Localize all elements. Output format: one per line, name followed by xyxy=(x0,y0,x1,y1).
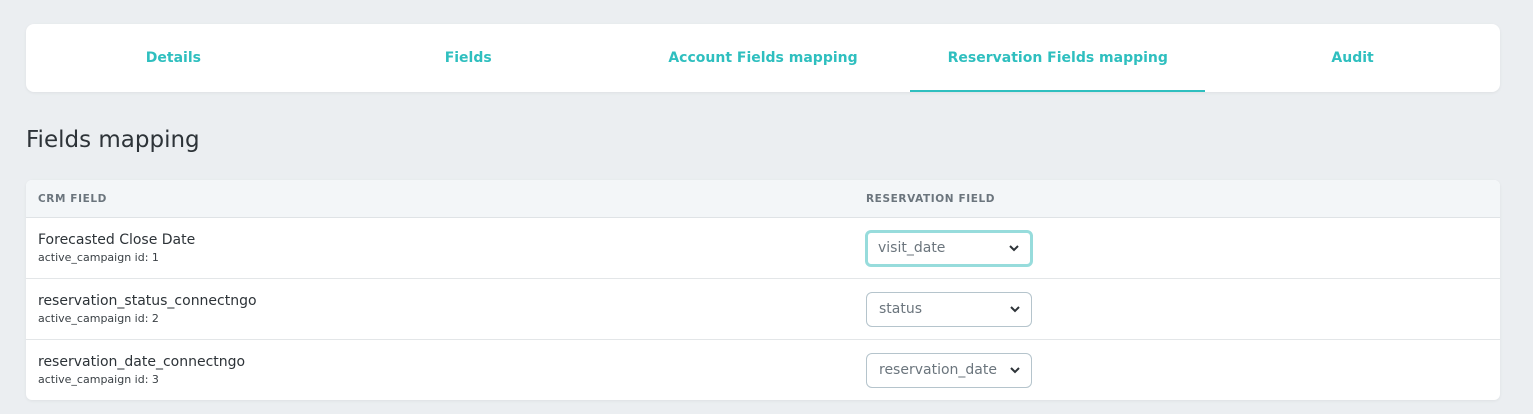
crm-field-name: reservation_status_connectngo xyxy=(38,293,257,309)
reservation-field-select[interactable]: reservation_date xyxy=(866,352,1032,388)
table-row: Forecasted Close Date active_campaign id:… xyxy=(26,218,1500,279)
crm-field-id: active_campaign id: 3 xyxy=(38,373,159,386)
table-row: reservation_date_connectngo active_campai… xyxy=(26,340,1500,400)
table-row: reservation_status_connectngo active_camp… xyxy=(26,279,1500,340)
reservation-field-select[interactable]: status xyxy=(866,291,1032,327)
reservation-field-select[interactable]: visit_date xyxy=(865,229,1033,267)
tab-audit[interactable]: Audit xyxy=(1331,50,1374,66)
page-title: Fields mapping xyxy=(26,127,200,153)
crm-field-name: reservation_date_connectngo xyxy=(38,354,246,370)
header-crm-field: CRM FIELD xyxy=(38,192,107,205)
table-header: CRM FIELD RESERVATION FIELD xyxy=(26,180,1500,218)
tab-account-fields-mapping[interactable]: Account Fields mapping xyxy=(668,50,858,66)
chevron-down-icon xyxy=(1009,245,1019,252)
select-value: reservation_date xyxy=(879,362,997,378)
tab-bar: Details Fields Account Fields mapping Re… xyxy=(26,24,1500,92)
tab-details[interactable]: Details xyxy=(145,50,201,66)
chevron-down-icon xyxy=(1010,367,1020,374)
select-value: status xyxy=(879,301,923,317)
chevron-down-icon xyxy=(1010,306,1020,313)
select-value: visit_date xyxy=(878,240,946,256)
fields-mapping-table: CRM FIELD RESERVATION FIELD Forecasted C… xyxy=(26,180,1500,400)
tab-fields[interactable]: Fields xyxy=(444,50,492,66)
crm-field-id: active_campaign id: 2 xyxy=(38,312,159,325)
tab-reservation-fields-mapping[interactable]: Reservation Fields mapping xyxy=(910,24,1205,92)
header-reservation-field: RESERVATION FIELD xyxy=(866,192,996,205)
crm-field-name: Forecasted Close Date xyxy=(38,232,196,248)
crm-field-id: active_campaign id: 1 xyxy=(38,251,159,264)
